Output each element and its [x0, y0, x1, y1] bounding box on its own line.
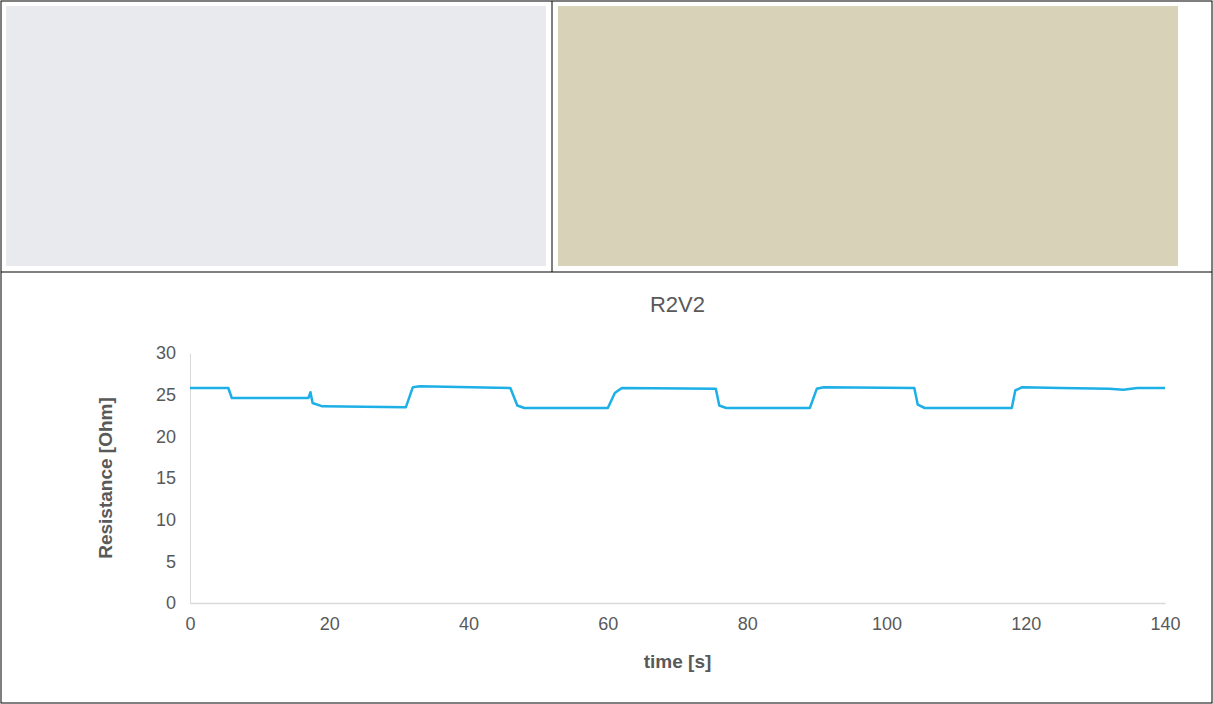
y-tick-label: 25 [156, 385, 176, 405]
figure: R2V2 0 5 10 15 20 25 30 0 20 40 60 80 100 120 140 time [… [0, 0, 1213, 704]
data-line [190, 386, 1165, 408]
x-tick-label: 40 [459, 614, 479, 634]
y-tick-label: 30 [156, 343, 176, 363]
y-tick: 30 [156, 343, 190, 363]
y-tick-label: 20 [156, 427, 176, 447]
x-tick: 80 [738, 603, 758, 634]
y-tick-label: 15 [156, 468, 176, 488]
x-tick: 20 [320, 603, 340, 634]
x-tick-label: 80 [738, 614, 758, 634]
x-axis-line [191, 603, 1166, 605]
photo-placeholder [6, 6, 546, 266]
y-tick-label: 0 [166, 593, 176, 613]
x-tick: 140 [1150, 603, 1180, 634]
y-tick-label: 10 [156, 510, 176, 530]
x-tick-label: 20 [320, 614, 340, 634]
x-tick: 60 [598, 603, 618, 634]
y-tick: 20 [156, 427, 190, 447]
column-divider [552, 1, 553, 272]
photo-placeholder [558, 6, 1178, 266]
y-axis-line [190, 354, 191, 604]
y-tick-label: 5 [166, 552, 176, 572]
plot-area [190, 386, 1165, 408]
x-tick-label: 100 [872, 614, 902, 634]
x-tick: 100 [872, 603, 902, 634]
x-tick-label: 60 [598, 614, 618, 634]
y-tick: 5 [166, 552, 190, 572]
chart-title: R2V2 [650, 292, 705, 317]
y-tick: 15 [156, 468, 190, 488]
y-tick: 25 [156, 385, 190, 405]
x-tick-label: 0 [185, 614, 195, 634]
layout-frame [1, 1, 1212, 703]
x-axis: 0 20 40 60 80 100 120 140 [185, 603, 1180, 634]
x-axis-title: time [s] [644, 651, 712, 672]
x-tick-label: 120 [1011, 614, 1041, 634]
x-tick: 0 [185, 603, 195, 634]
y-tick: 10 [156, 510, 190, 530]
x-tick-label: 140 [1150, 614, 1180, 634]
outer-border [1, 1, 1212, 703]
y-tick: 0 [166, 593, 190, 613]
row-divider [1, 272, 1212, 273]
y-axis: 0 5 10 15 20 25 30 [156, 343, 191, 613]
y-axis-title: Resistance [Ohm] [95, 397, 116, 559]
x-tick: 40 [459, 603, 479, 634]
x-tick: 120 [1011, 603, 1041, 634]
